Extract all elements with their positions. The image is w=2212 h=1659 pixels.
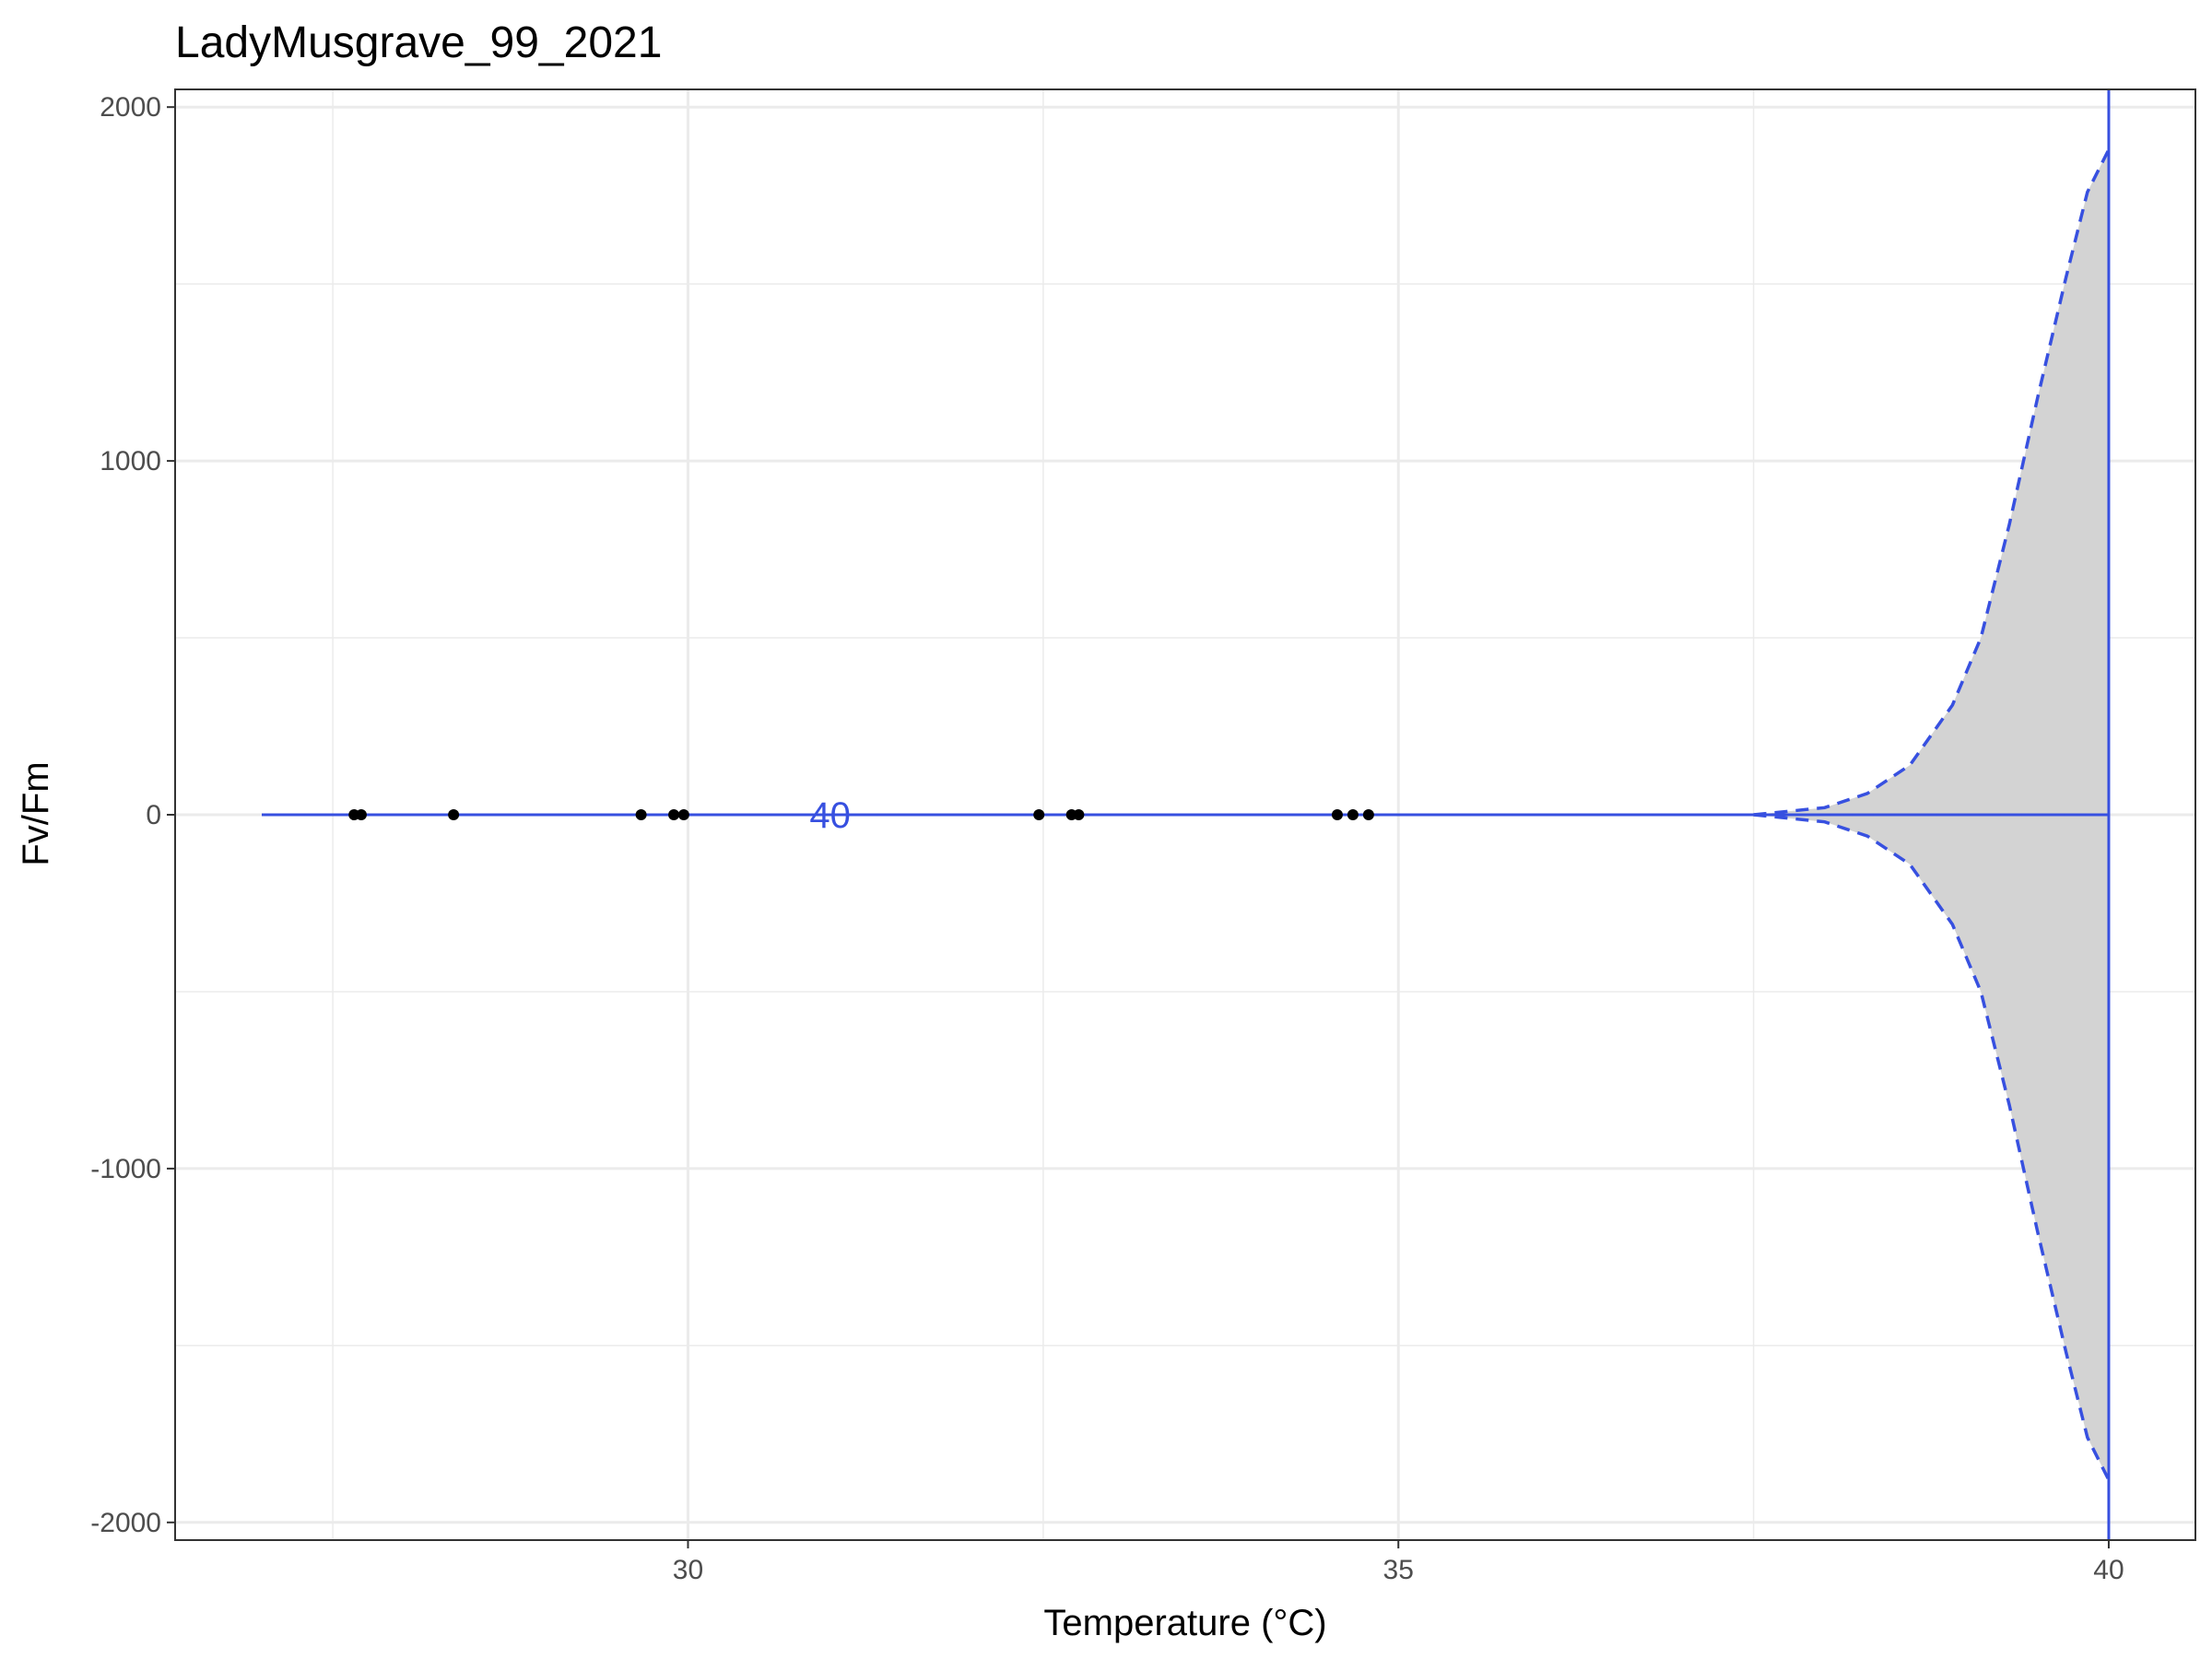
x-tick-label: 35	[1383, 1555, 1414, 1585]
y-axis: -2000 -1000 0 1000 2000	[90, 92, 175, 1538]
y-tick-label: 2000	[100, 92, 161, 123]
data-point	[1331, 809, 1343, 820]
x-axis-title: Temperature (°C)	[1043, 1603, 1326, 1643]
y-tick-label: -1000	[90, 1154, 161, 1184]
annotation-label: 40	[809, 795, 851, 836]
data-point	[448, 809, 460, 820]
data-point	[635, 809, 647, 820]
data-point	[1362, 809, 1374, 820]
data-point	[1073, 809, 1085, 820]
data-point	[1033, 809, 1045, 820]
data-point	[677, 809, 689, 820]
x-tick-label: 30	[673, 1555, 703, 1585]
y-tick-label: 0	[146, 800, 161, 830]
y-tick-label: 1000	[100, 446, 161, 477]
data-points	[348, 809, 1374, 820]
data-point	[1347, 809, 1359, 820]
annotation-layer: 40	[809, 795, 851, 836]
chart-title: LadyMusgrave_99_2021	[175, 18, 662, 67]
fit-lines	[262, 89, 2111, 1540]
x-axis: 30 35 40	[673, 1540, 2124, 1585]
data-point	[668, 809, 680, 820]
y-tick-label: -2000	[90, 1508, 161, 1538]
data-point	[355, 809, 367, 820]
y-axis-title: Fv/Fm	[16, 761, 56, 865]
x-tick-label: 40	[2093, 1555, 2124, 1585]
